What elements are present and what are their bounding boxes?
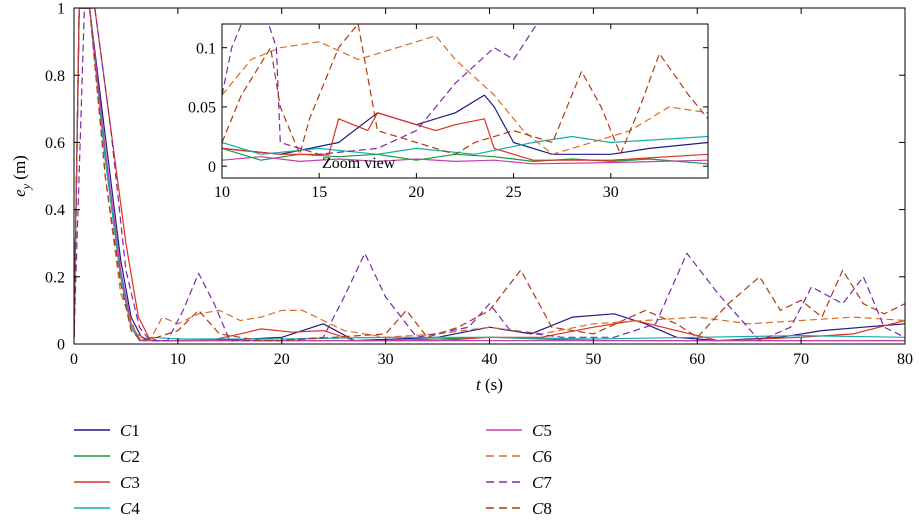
legend-label-letter: C [532, 447, 544, 466]
main-xtick-label: 70 [793, 351, 809, 368]
legend-label-number: 3 [131, 473, 140, 492]
main-series-c6 [74, 8, 905, 342]
main-xtick-label: 0 [70, 351, 78, 368]
inset-ytick-label: 0.05 [188, 100, 216, 117]
legend-label: C2 [120, 447, 140, 466]
main-series-c3 [74, 8, 905, 342]
legend-label: C7 [532, 473, 552, 492]
legend-label-number: 1 [131, 421, 140, 440]
y-axis-label-unit: (m) [10, 155, 29, 184]
legend-item-c6: C6 [486, 447, 552, 466]
inset-series-c4 [222, 135, 708, 155]
inset-plot: 10 15 20 25 30 0 0.05 0.1 Zoom view [188, 23, 709, 201]
legend-item-c3: C3 [74, 473, 140, 492]
legend-label-letter: C [120, 421, 132, 440]
legend-item-c8: C8 [486, 499, 552, 518]
main-ytick-label: 0.2 [45, 269, 65, 286]
main-ytick-label: 0.4 [45, 202, 65, 219]
legend-label-letter: C [532, 421, 544, 440]
main-series-group [74, 8, 905, 342]
inset-series-c3 [222, 112, 708, 161]
inset-series-c5 [222, 156, 708, 165]
main-ytick-label: 0.6 [45, 135, 65, 152]
legend-label: C1 [120, 421, 140, 440]
main-xtick-label: 10 [170, 351, 186, 368]
inset-xtick-label: 30 [603, 184, 619, 201]
legend-label-letter: C [120, 473, 132, 492]
main-xtick-label: 40 [482, 351, 498, 368]
inset-xtick-label: 10 [214, 184, 230, 201]
legend-item-c7: C7 [486, 473, 552, 492]
legend-item-c1: C1 [74, 421, 140, 440]
x-axis-label-unit: (s) [481, 375, 503, 394]
main-plot: 0 10 20 30 40 50 60 70 80 0 0.2 0.4 0.6 0.8 1 t (s) ey (… [10, 1, 913, 394]
main-ytick-label: 0 [57, 337, 65, 354]
main-series-c8 [74, 8, 905, 342]
main-xtick-label: 20 [274, 351, 290, 368]
y-axis-label-subscript: y [19, 183, 33, 190]
legend-label: C3 [120, 473, 140, 492]
inset-xtick-label: 25 [506, 184, 522, 201]
main-ytick-label: 1 [57, 1, 65, 18]
inset-ytick-label: 0 [208, 159, 216, 176]
y-axis-label: ey (m) [10, 155, 33, 197]
main-series-c7 [74, 8, 905, 342]
y-axis-label-symbol: e [10, 189, 29, 197]
legend-label: C6 [532, 447, 552, 466]
legend-label: C8 [532, 499, 552, 518]
inset-series-c6 [222, 35, 708, 155]
inset-axes-frame [221, 23, 709, 179]
main-ytick-label: 0.8 [45, 68, 65, 85]
legend-label-number: 8 [543, 499, 552, 518]
legend-label-number: 7 [543, 473, 552, 492]
legend-label-letter: C [532, 473, 544, 492]
x-axis-label-symbol: t [476, 375, 482, 394]
legend-item-c4: C4 [74, 499, 140, 518]
legend-label-number: 4 [131, 499, 140, 518]
legend-label-number: 6 [543, 447, 552, 466]
inset-xtick-label: 15 [311, 184, 327, 201]
legend-label-number: 2 [131, 447, 140, 466]
main-xtick-label: 60 [689, 351, 705, 368]
legend-item-c5: C5 [486, 421, 552, 440]
inset-ytick-label: 0.1 [196, 40, 216, 57]
main-xtick-label: 50 [585, 351, 601, 368]
legend-label-letter: C [532, 499, 544, 518]
legend-label: C5 [532, 421, 552, 440]
legend-label-letter: C [120, 447, 132, 466]
inset-series-group [222, 24, 708, 165]
main-xtick-label: 80 [897, 351, 913, 368]
inset-series-c1 [222, 94, 708, 155]
x-axis-label: t (s) [476, 375, 503, 394]
legend-label-letter: C [120, 499, 132, 518]
legend-label-number: 5 [543, 421, 552, 440]
inset-xtick-label: 20 [408, 184, 424, 201]
zoom-view-annotation: Zoom view [322, 155, 396, 172]
inset-series-c7 [222, 24, 538, 155]
inset-series-c8 [222, 24, 708, 155]
legend-label: C4 [120, 499, 140, 518]
legend-item-c2: C2 [74, 447, 140, 466]
main-xtick-label: 30 [378, 351, 394, 368]
